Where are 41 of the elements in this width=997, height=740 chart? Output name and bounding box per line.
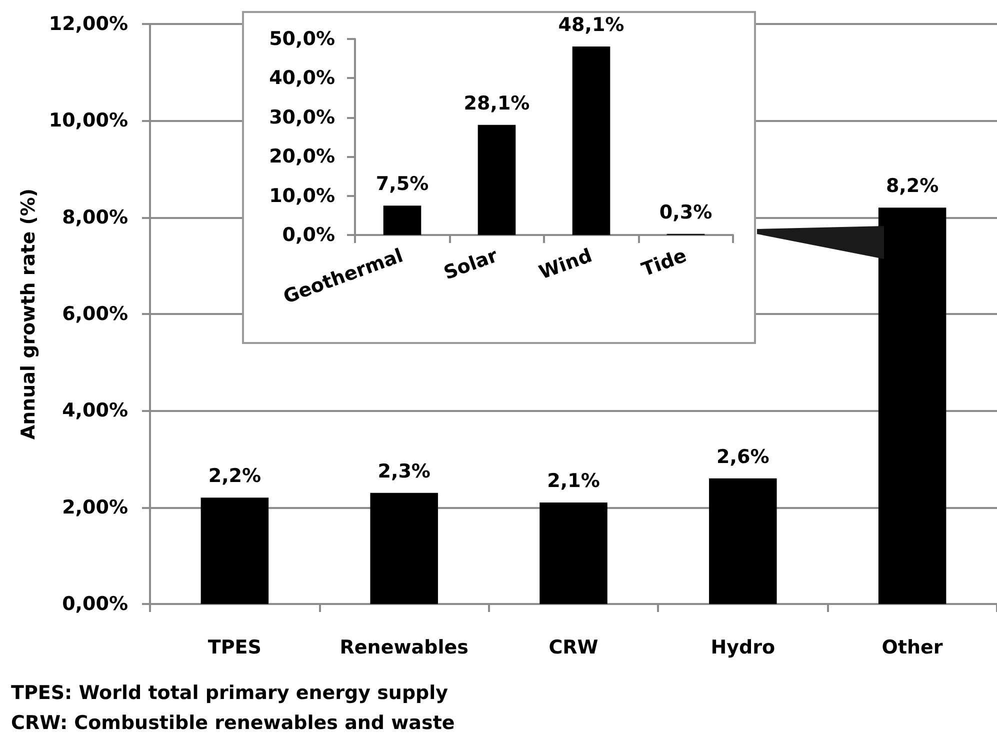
bar (200, 498, 269, 604)
data-label: 2,3% (378, 460, 430, 482)
bar (709, 478, 777, 604)
y-tick-label: 40,0% (269, 67, 335, 90)
y-tick-label: 10,0% (269, 184, 335, 207)
data-label: 2,2% (208, 465, 262, 488)
x-tick-label: Tide (638, 244, 690, 282)
y-tick-label: 12,00% (48, 13, 128, 35)
data-label: 8,2% (886, 175, 939, 198)
data-label: 2,6% (716, 446, 770, 468)
bar (572, 46, 610, 235)
bar (383, 206, 422, 235)
bar (478, 124, 516, 235)
bar (878, 208, 946, 604)
x-tick-label: Wind (536, 244, 596, 284)
y-tick-label: 0,00% (62, 593, 128, 615)
y-tick-label: 10,00% (48, 110, 128, 132)
bar (540, 502, 608, 604)
x-tick-label: Other (882, 636, 944, 658)
x-tick-label: CRW (548, 636, 598, 658)
data-label: 7,5% (376, 173, 429, 196)
x-tick-label: Solar (440, 244, 502, 284)
y-tick-label: 0,0% (282, 224, 335, 246)
y-tick-label: 2,00% (62, 496, 128, 518)
y-tick-label: 50,0% (269, 28, 335, 50)
x-tick-label: Renewables (340, 636, 468, 658)
y-axis-title: Annual growth rate (%) (17, 188, 40, 440)
data-label: 2,1% (547, 470, 600, 492)
text: TPES: World total primary energy supply (11, 682, 448, 704)
data-label: 0,3% (659, 201, 712, 224)
y-tick-label: 20,0% (269, 146, 335, 168)
x-tick-label: Hydro (710, 636, 776, 658)
y-tick-label: 6,00% (62, 303, 128, 325)
data-label: 28,1% (464, 92, 530, 114)
data-label: 48,1% (558, 14, 624, 36)
x-tick-label: TPES (208, 636, 262, 658)
y-tick-label: 8,00% (62, 206, 128, 228)
text: CRW: Combustible renewables and waste (11, 712, 455, 734)
y-tick-label: 30,0% (269, 106, 335, 128)
bar (370, 492, 438, 604)
y-tick-label: 4,00% (62, 400, 128, 422)
